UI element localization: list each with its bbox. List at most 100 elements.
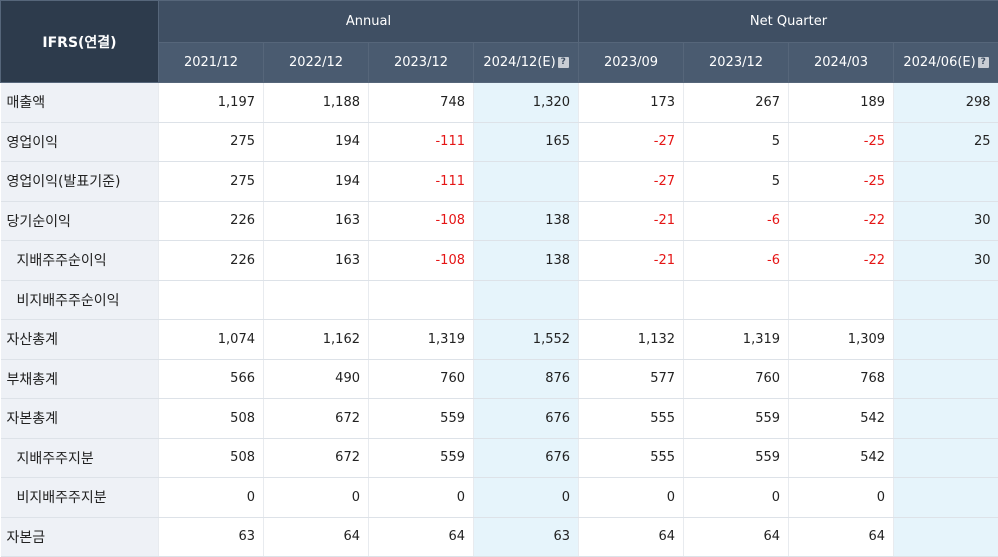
value-cell [894,478,998,518]
value-cell [474,280,579,320]
value-cell: 876 [474,359,579,399]
period-label: 2023/09 [604,55,658,70]
value-cell: 64 [789,517,894,557]
value-cell: 1,197 [159,83,264,123]
period-header: 2021/12 [159,43,264,83]
value-cell: -111 [369,122,474,162]
value-cell: 189 [789,83,894,123]
period-label: 2023/12 [709,55,763,70]
value-cell [894,280,998,320]
period-header: 2023/12 [684,43,789,83]
annual-group-header: Annual [159,1,579,43]
value-cell: -25 [789,122,894,162]
value-cell: -27 [579,122,684,162]
row-label: 비지배주주지분 [1,478,159,518]
value-cell: 672 [264,438,369,478]
value-cell: 5 [684,122,789,162]
period-label: 2022/12 [289,55,343,70]
value-cell: 64 [264,517,369,557]
value-cell: 138 [474,241,579,281]
value-cell: 508 [159,399,264,439]
value-cell: -108 [369,201,474,241]
value-cell: 138 [474,201,579,241]
period-header: 2024/12(E)? [474,43,579,83]
value-cell [894,359,998,399]
value-cell: 5 [684,162,789,202]
value-cell: -6 [684,201,789,241]
period-header: 2022/12 [264,43,369,83]
value-cell [264,280,369,320]
value-cell: 577 [579,359,684,399]
value-cell: 30 [894,241,998,281]
value-cell: -21 [579,241,684,281]
value-cell: 64 [684,517,789,557]
period-label: 2024/06(E) [903,55,975,70]
row-label: 자본금 [1,517,159,557]
value-cell: 760 [369,359,474,399]
value-cell: 1,074 [159,320,264,360]
value-cell: 64 [579,517,684,557]
value-cell: -27 [579,162,684,202]
value-cell: 676 [474,438,579,478]
row-label: 지배주주순이익 [1,241,159,281]
period-label: 2021/12 [184,55,238,70]
value-cell: 298 [894,83,998,123]
row-label: 영업이익 [1,122,159,162]
value-cell [579,280,684,320]
value-cell: -6 [684,241,789,281]
value-cell: 555 [579,399,684,439]
value-cell [684,280,789,320]
period-header: 2024/03 [789,43,894,83]
period-label: 2024/12(E) [483,55,555,70]
value-cell: 0 [474,478,579,518]
value-cell: 64 [369,517,474,557]
value-cell: 226 [159,241,264,281]
header-group-row: IFRS(연결) Annual Net Quarter [1,1,998,43]
value-cell [474,162,579,202]
quarter-group-header: Net Quarter [579,1,998,43]
value-cell: 768 [789,359,894,399]
value-cell: 25 [894,122,998,162]
value-cell: 542 [789,399,894,439]
value-cell: 1,132 [579,320,684,360]
period-header: 2023/12 [369,43,474,83]
period-label: 2023/12 [394,55,448,70]
value-cell: -21 [579,201,684,241]
value-cell [894,399,998,439]
estimate-help-icon[interactable]: ? [978,57,989,68]
estimate-help-icon[interactable]: ? [558,57,569,68]
value-cell: 1,162 [264,320,369,360]
value-cell: 559 [684,438,789,478]
value-cell: 1,309 [789,320,894,360]
value-cell: 173 [579,83,684,123]
row-label: 자본총계 [1,399,159,439]
value-cell: 0 [684,478,789,518]
value-cell: -111 [369,162,474,202]
value-cell: 508 [159,438,264,478]
row-label: 지배주주지분 [1,438,159,478]
value-cell: 760 [684,359,789,399]
value-cell: 163 [264,241,369,281]
value-cell: 30 [894,201,998,241]
row-label: 영업이익(발표기준) [1,162,159,202]
value-cell: -22 [789,201,894,241]
value-cell [894,320,998,360]
value-cell: 0 [159,478,264,518]
value-cell: 194 [264,122,369,162]
value-cell: 63 [159,517,264,557]
value-cell: 542 [789,438,894,478]
value-cell: 165 [474,122,579,162]
value-cell: -22 [789,241,894,281]
value-cell: 63 [474,517,579,557]
row-label: 자산총계 [1,320,159,360]
row-label: 비지배주주순이익 [1,280,159,320]
